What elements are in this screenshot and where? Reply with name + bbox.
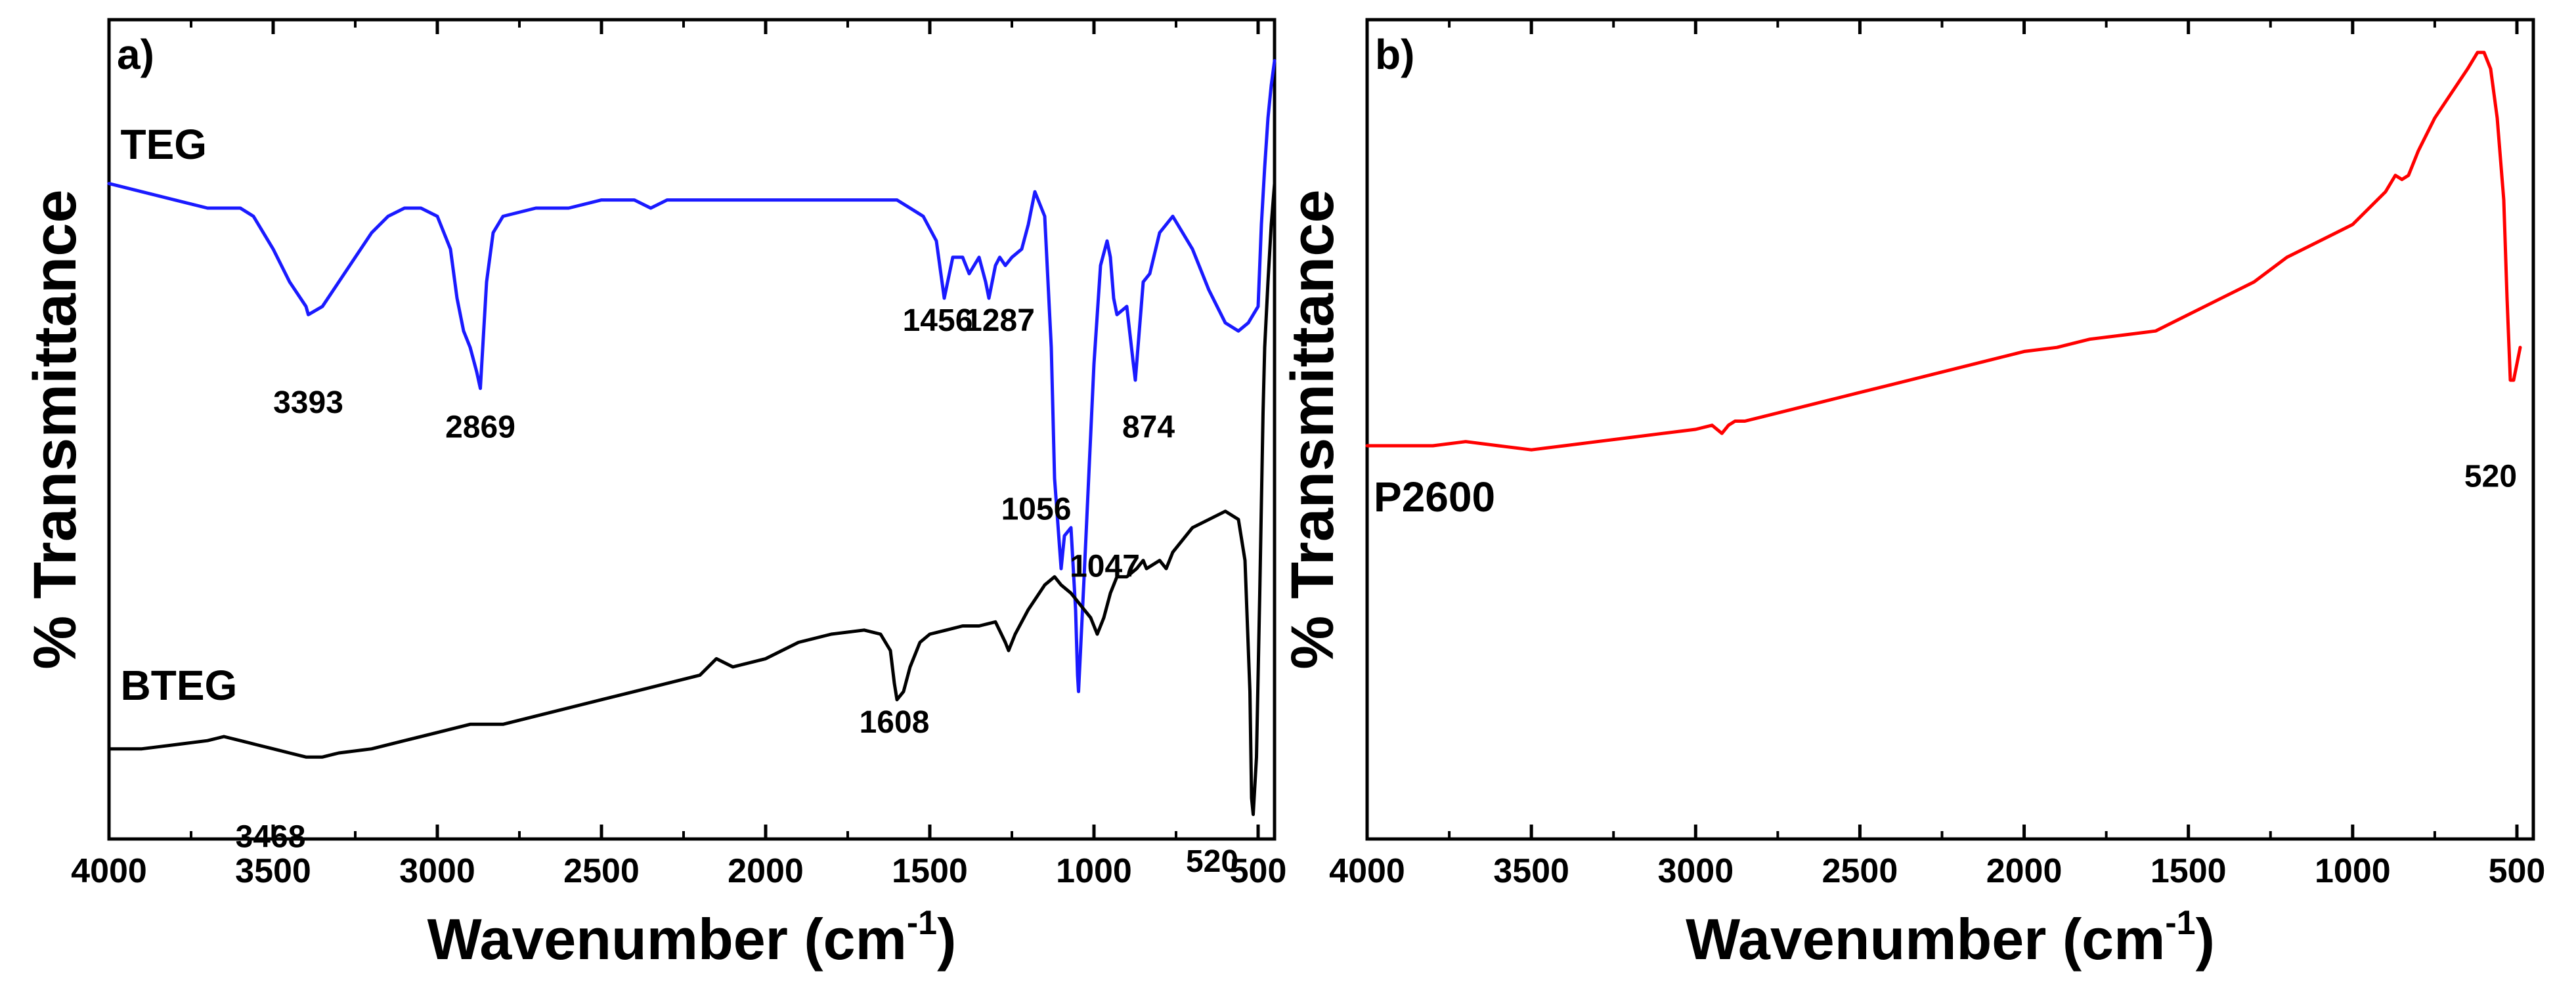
panel-b: 4000 3500 3000 2500 2000 1500 1000 500 Wavenumbe… [1279, 18, 2546, 972]
panel-b-series-p2600 [1365, 51, 2522, 452]
panel-a-peak-label-2869: 2869 [445, 410, 515, 444]
panel-b-series-label-p2600: P2600 [1374, 473, 1495, 521]
panel-a-xtick-label: 1000 [1056, 852, 1132, 890]
panel-a-xtick-label: 2000 [728, 852, 804, 890]
panel-a-x-axis-title: Wavenumber (cm-1) [427, 904, 957, 972]
panel-a-peak-label-520: 520 [1186, 844, 1238, 879]
panel-b-xtick-label: 3000 [1657, 852, 1734, 890]
panel-a-peak-label-1047: 1047 [1070, 549, 1140, 584]
panel-a-xtick-label: 3000 [399, 852, 475, 890]
panel-b-xtick-label: 2500 [1822, 852, 1898, 890]
panel-b-x-axis-title: Wavenumber (cm-1) [1686, 904, 2215, 972]
panel-a-peak-label-3468: 3468 [236, 819, 306, 854]
panel-a-series-label-bteg: BTEG [121, 662, 238, 709]
panel-a-series-label-teg: TEG [121, 121, 207, 168]
panel-a-peak-label-3393: 3393 [273, 385, 343, 420]
panel-b-xtick-label: 3500 [1493, 852, 1569, 890]
panel-b-panel-label: b) [1375, 31, 1414, 78]
panel-a-peak-label-1456: 1456 [903, 303, 973, 338]
panel-a-peak-label-1287: 1287 [965, 303, 1035, 338]
panel-a: 4000 3500 3000 2500 2000 1500 1000 500 Wavenumbe… [22, 18, 1287, 972]
panel-a-peak-label-1608: 1608 [860, 705, 930, 740]
panel-b-xtick-label: 1000 [2315, 852, 2391, 890]
panel-a-xtick-label: 500 [1230, 852, 1287, 890]
panel-a-peak-label-874: 874 [1122, 410, 1175, 444]
panel-b-y-axis-title: % Transmittance [1279, 189, 1346, 669]
panel-b-xtick-label: 4000 [1329, 852, 1405, 890]
panel-a-peak-label-1056: 1056 [1001, 492, 1072, 526]
panel-b-xtick-label: 500 [2489, 852, 2546, 890]
panel-a-xtick-label: 2500 [563, 852, 640, 890]
panel-a-xtick-label: 3500 [235, 852, 311, 890]
panel-b-xtick-label: 2000 [1986, 852, 2063, 890]
panel-b-plot-frame [1365, 18, 2535, 841]
panel-b-xtick-label: 1500 [2150, 852, 2227, 890]
panel-a-panel-label: a) [117, 31, 154, 78]
panel-a-y-axis-title: % Transmittance [22, 189, 89, 669]
panel-a-plot-frame [107, 18, 1277, 841]
panel-a-xtick-label: 4000 [71, 852, 147, 890]
panel-a-series-bteg [107, 182, 1277, 817]
panel-b-peak-label-520: 520 [2464, 459, 2517, 494]
panel-a-series-teg [107, 58, 1277, 693]
panel-a-xtick-label: 1500 [892, 852, 968, 890]
